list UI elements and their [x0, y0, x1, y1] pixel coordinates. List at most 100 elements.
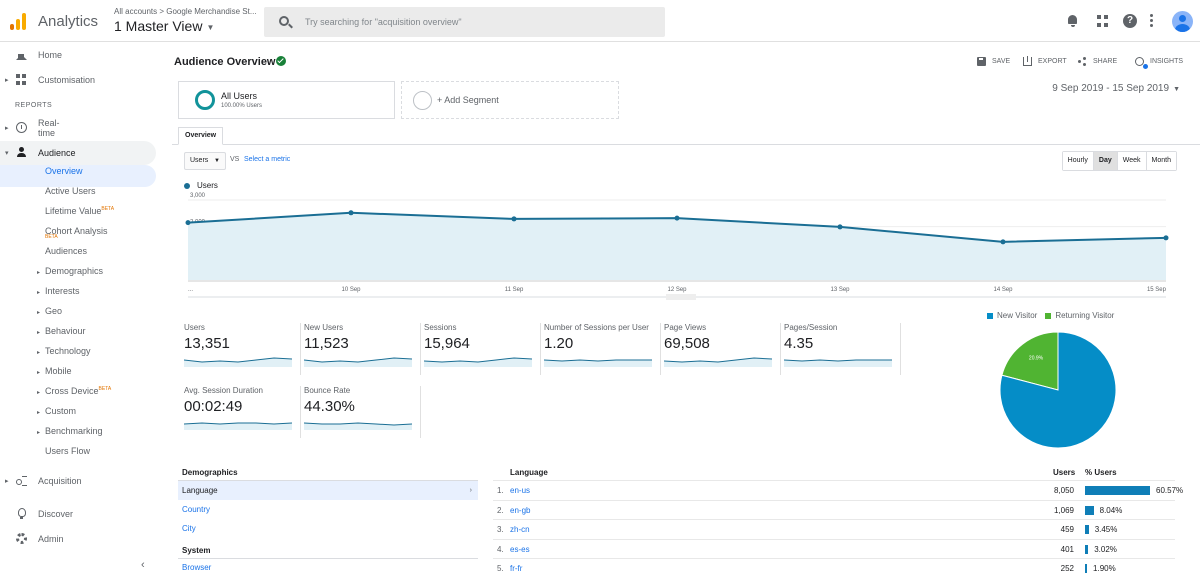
sparkline-line [664, 357, 772, 363]
scorecard[interactable]: New Users 11,523 [304, 323, 414, 375]
tab-overview[interactable]: Overview [178, 127, 224, 145]
home-icon [16, 49, 27, 60]
sidebar-subitem[interactable]: ▸ Mobile [37, 366, 72, 376]
account-breadcrumb[interactable]: All accounts > Google Merchandise St... [114, 7, 257, 16]
table-row: 1. en-us 8,050 60.57% [493, 480, 1183, 500]
sidebar-subitem[interactable]: ▸ Behaviour [37, 326, 86, 336]
x-tick-label: 11 Sep [505, 287, 524, 293]
metric-select[interactable]: Users ▼ [184, 152, 226, 170]
scorecard-sparkline [184, 422, 292, 430]
x-tick-label: ... [188, 287, 193, 293]
language-link[interactable]: fr-fr [510, 564, 523, 573]
view-selector[interactable]: 1 Master View ▼ [114, 18, 214, 34]
top-bar: Analytics All accounts > Google Merchand… [0, 0, 1200, 42]
sidebar-subitem[interactable]: Audiences [45, 246, 87, 256]
select-metric-link[interactable]: Select a metric [244, 156, 291, 163]
scorecard[interactable]: Users 13,351 [184, 323, 294, 375]
download-icon [1023, 56, 1032, 66]
scorecard-label: Pages/Session [784, 323, 838, 332]
share-button[interactable]: SHARE [1078, 57, 1117, 66]
sidebar-subitem[interactable]: Cohort Analysis BETA [45, 226, 108, 240]
sidebar-subitem[interactable]: ▸ Custom [37, 406, 76, 416]
sidebar-subitem[interactable]: ▸ Benchmarking [37, 426, 103, 436]
app-title: Analytics [38, 13, 99, 30]
audience-highlight [0, 141, 156, 165]
sidebar-subitem[interactable]: Users Flow [45, 446, 90, 456]
sidebar-subitem[interactable]: ▸ Geo [37, 306, 63, 316]
collapse-arrow-icon: ▾ [5, 150, 9, 157]
scorecard[interactable]: Sessions 15,964 [424, 323, 534, 375]
visitor-pie-chart[interactable]: 20.9% 79.1% [998, 330, 1118, 450]
language-link[interactable]: es-es [510, 544, 530, 554]
demographics-item[interactable]: City [178, 519, 478, 538]
avatar[interactable] [1172, 11, 1193, 32]
analytics-logo-icon[interactable] [10, 12, 26, 30]
apps-grid-icon[interactable] [1096, 14, 1110, 28]
sidebar-subitem[interactable]: ▸ Technology [37, 346, 91, 356]
insights-button[interactable]: INSIGHTS [1135, 57, 1183, 69]
granularity-week-button[interactable]: Week [1116, 152, 1146, 170]
chart-resize-handle[interactable] [666, 294, 696, 300]
data-point[interactable] [674, 215, 680, 221]
scorecard[interactable]: Page Views 69,508 [664, 323, 774, 375]
sidebar-subitem-label: Geo [45, 306, 63, 316]
data-point[interactable] [185, 220, 191, 226]
sidebar-subitem[interactable]: ▸ Cross DeviceBETA [37, 386, 111, 396]
sidebar-subitem[interactable]: ▸ Interests [37, 286, 80, 296]
percent-users-column-header[interactable]: % Users [1085, 468, 1117, 477]
scorecard[interactable]: Avg. Session Duration 00:02:49 [184, 386, 294, 438]
data-point[interactable] [511, 216, 517, 222]
card-divider [300, 323, 301, 375]
scorecard[interactable]: Pages/Session 4.35 [784, 323, 894, 375]
sidebar-subitem[interactable]: Active Users [45, 186, 96, 196]
help-icon[interactable]: ? [1123, 14, 1137, 28]
table-row: 4. es-es 401 3.02% [493, 538, 1175, 559]
demographics-item[interactable]: Country [178, 500, 478, 519]
divider [178, 480, 478, 481]
bell-icon[interactable] [1066, 14, 1080, 28]
sidebar-subitem[interactable]: Lifetime ValueBETA [45, 206, 114, 216]
users-column-header[interactable]: Users [1053, 468, 1076, 477]
data-point[interactable] [1000, 239, 1006, 245]
save-button[interactable]: SAVE [977, 57, 1010, 66]
sparkline-line [784, 359, 892, 362]
scorecard[interactable]: Bounce Rate 44.30% [304, 386, 414, 438]
percent-value: 8.04% [1099, 505, 1123, 515]
granularity-hourly-button[interactable]: Hourly [1062, 152, 1093, 170]
sidebar-subitem[interactable]: Overview [45, 166, 83, 176]
pie-slice[interactable] [999, 331, 1117, 449]
sparkline-line [184, 422, 292, 425]
sidebar-subitem[interactable]: ▸ Demographics [37, 266, 103, 276]
more-vert-icon[interactable] [1150, 14, 1154, 28]
sparkline-line [424, 357, 532, 363]
sparkline-line [184, 357, 292, 363]
language-link[interactable]: en-us [510, 486, 531, 495]
data-point[interactable] [837, 224, 843, 230]
caret-down-icon: ▼ [214, 158, 220, 164]
scorecard[interactable]: Number of Sessions per User 1.20 [544, 323, 654, 375]
search-box[interactable]: Try searching for "acquisition overview" [264, 7, 665, 37]
pie-slice[interactable] [1001, 331, 1059, 391]
segment-all-users[interactable]: All Users 100.00% Users [178, 81, 395, 119]
save-icon [977, 57, 986, 66]
sidebar-item-label: Discover [38, 509, 74, 519]
granularity-day-button[interactable]: Day [1092, 152, 1117, 170]
data-point[interactable] [348, 210, 354, 216]
data-point[interactable] [1163, 235, 1169, 241]
language-link[interactable]: en-gb [510, 505, 531, 515]
language-link[interactable]: zh-cn [510, 525, 530, 534]
pie-legend-item[interactable]: New Visitor [987, 311, 1037, 320]
add-segment-button[interactable]: + Add Segment [401, 81, 619, 119]
users-area-fill [188, 212, 1166, 280]
segment-percent: 100.00% Users [221, 103, 263, 109]
collapse-sidebar-icon[interactable]: ‹ [141, 559, 145, 571]
export-button[interactable]: EXPORT [1023, 56, 1067, 66]
system-item[interactable]: Browser [178, 558, 478, 575]
pie-legend-item[interactable]: Returning Visitor [1045, 311, 1114, 320]
expand-arrow-icon: ▸ [37, 310, 41, 316]
granularity-month-button[interactable]: Month [1145, 152, 1176, 170]
demographics-item[interactable]: Language › [178, 481, 478, 500]
scorecard-value: 69,508 [664, 335, 710, 352]
date-range-picker[interactable]: 9 Sep 2019 - 15 Sep 2019 ▼ [1052, 83, 1180, 94]
